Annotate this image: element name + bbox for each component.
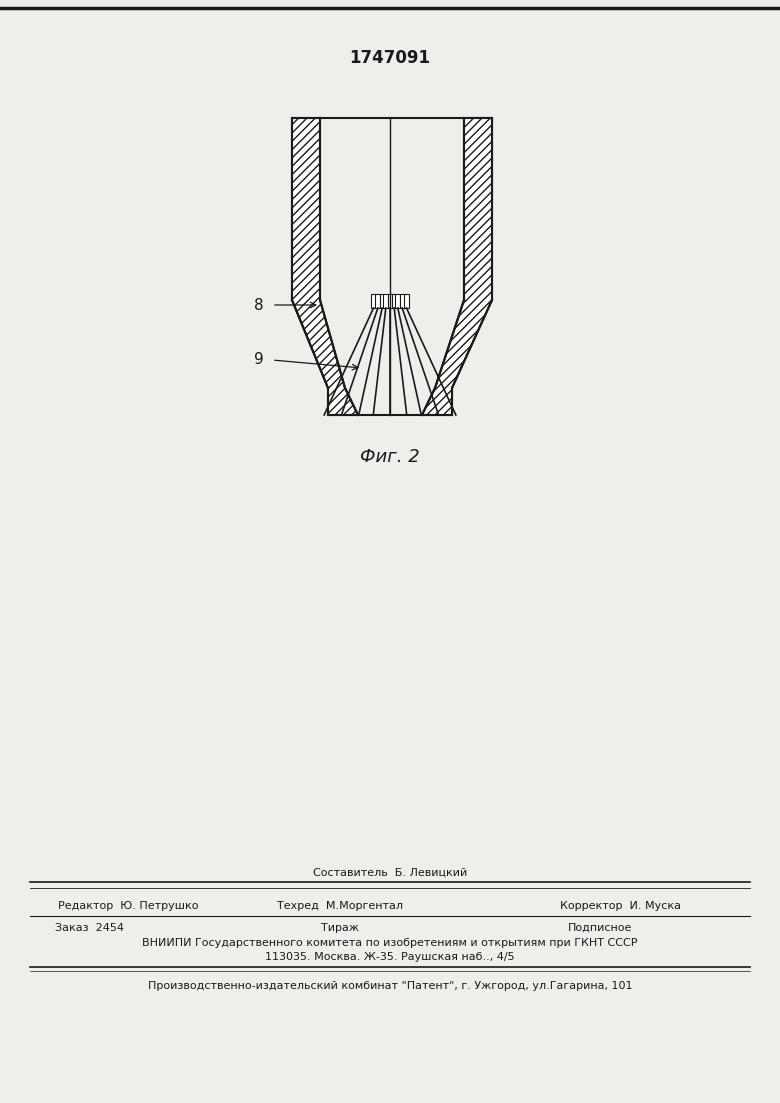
Text: Составитель  Б. Левицкий: Составитель Б. Левицкий [313,868,467,878]
Text: Тираж: Тираж [321,923,359,933]
Text: Редактор  Ю. Петрушко: Редактор Ю. Петрушко [58,901,198,911]
Text: Производственно-издательский комбинат "Патент", г. Ужгород, ул.Гагарина, 101: Производственно-издательский комбинат "П… [147,981,633,990]
Bar [375,295,381,308]
Bar [399,295,405,308]
Text: Заказ  2454: Заказ 2454 [55,923,124,933]
Bar [392,295,397,308]
Bar [383,295,388,308]
Text: Подписное: Подписное [568,923,632,933]
Polygon shape [292,118,358,415]
Bar [388,295,392,308]
Text: 8: 8 [254,298,264,312]
Text: Корректор  И. Муска: Корректор И. Муска [559,901,680,911]
Text: 113035. Москва. Ж-35. Раушская наб.., 4/5: 113035. Москва. Ж-35. Раушская наб.., 4/… [265,952,515,962]
Bar [395,295,400,308]
Bar [404,295,409,308]
Polygon shape [422,118,492,415]
Text: 9: 9 [254,353,264,367]
Text: Техред  М.Моргентал: Техред М.Моргентал [277,901,403,911]
Bar [380,295,385,308]
Text: Фиг. 2: Фиг. 2 [360,448,420,465]
Text: 1747091: 1747091 [349,49,431,67]
Bar [371,295,376,308]
Text: ВНИИПИ Государственного комитета по изобретениям и открытиям при ГКНТ СССР: ВНИИПИ Государственного комитета по изоб… [142,938,638,947]
